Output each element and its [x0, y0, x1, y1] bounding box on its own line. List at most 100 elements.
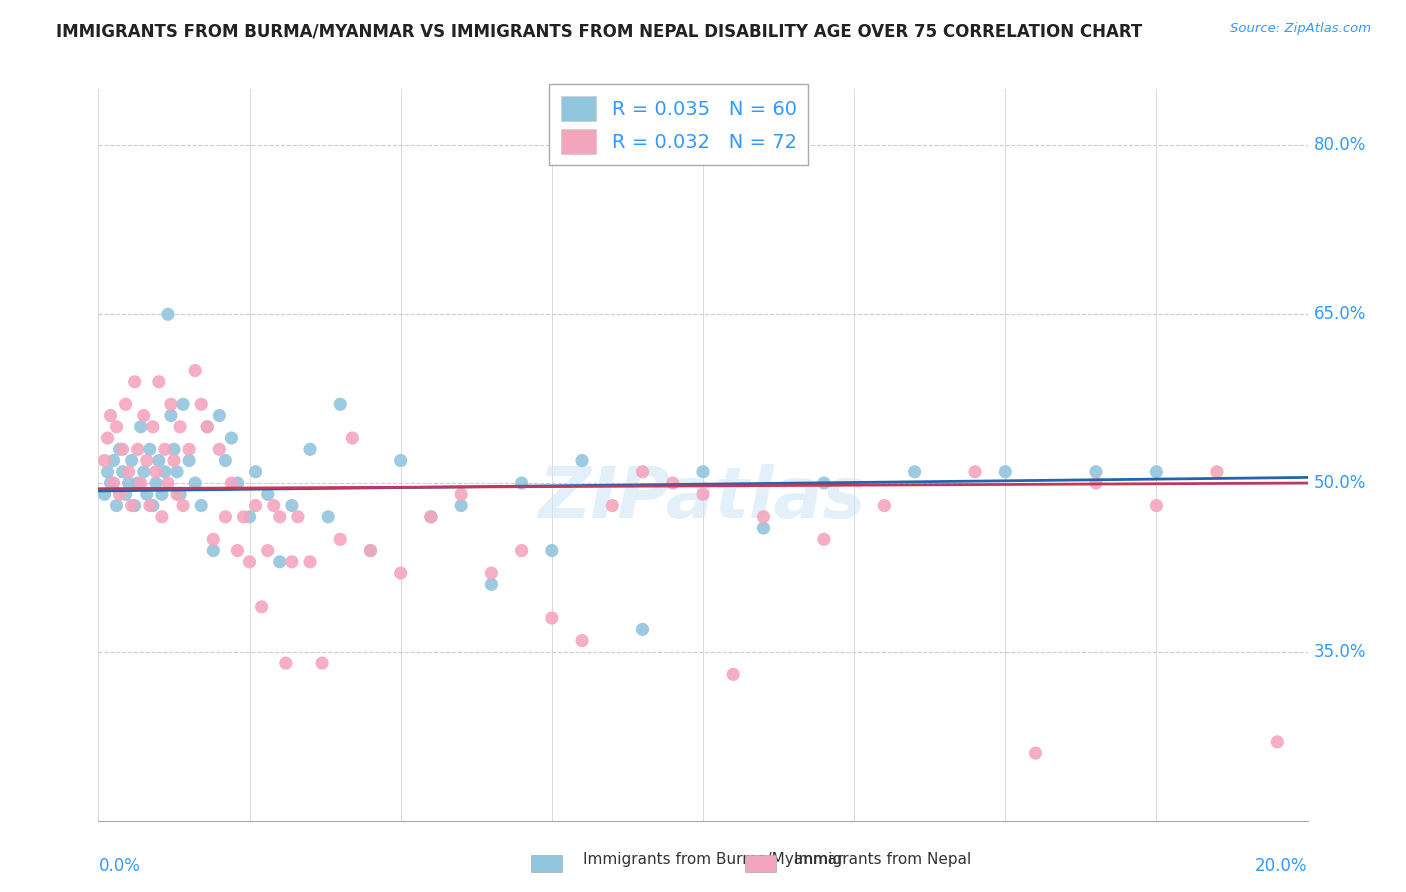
Point	[114, 487, 136, 501]
Point	[450, 487, 472, 501]
Point	[239, 509, 262, 524]
Point	[179, 453, 201, 467]
Point	[450, 499, 472, 513]
Point	[226, 476, 249, 491]
Point	[602, 499, 624, 513]
Point	[153, 442, 176, 457]
Point	[127, 476, 149, 491]
Point	[179, 442, 201, 457]
Point	[139, 442, 162, 457]
Point	[389, 453, 412, 467]
Text: Immigrants from Burma/Myanmar: Immigrants from Burma/Myanmar	[583, 852, 844, 867]
Point	[994, 465, 1017, 479]
Point	[208, 409, 231, 423]
Text: 0.0%: 0.0%	[98, 857, 141, 875]
Point	[510, 476, 533, 491]
Text: Immigrants from Nepal: Immigrants from Nepal	[794, 852, 972, 867]
Point	[360, 543, 382, 558]
Point	[202, 543, 225, 558]
Point	[389, 566, 412, 580]
Point	[163, 453, 186, 467]
Point	[132, 409, 155, 423]
Point	[269, 555, 291, 569]
Text: 20.0%: 20.0%	[1256, 857, 1308, 875]
Point	[169, 487, 191, 501]
Point	[481, 577, 503, 591]
Point	[129, 419, 152, 434]
Point	[160, 409, 183, 423]
Point	[342, 431, 364, 445]
Point	[965, 465, 987, 479]
Point	[129, 476, 152, 491]
Text: 80.0%: 80.0%	[1313, 136, 1367, 154]
Point	[195, 419, 218, 434]
Point	[111, 465, 134, 479]
Point	[114, 397, 136, 411]
Point	[329, 533, 352, 547]
Point	[100, 409, 122, 423]
Point	[142, 499, 165, 513]
Point	[166, 465, 188, 479]
Text: 65.0%: 65.0%	[1313, 305, 1367, 323]
Point	[274, 656, 297, 670]
Point	[145, 465, 167, 479]
Point	[221, 476, 243, 491]
Point	[105, 499, 128, 513]
Point	[1146, 465, 1168, 479]
Point	[172, 499, 194, 513]
Point	[631, 465, 654, 479]
Point	[208, 442, 231, 457]
Point	[202, 533, 225, 547]
Point	[93, 487, 115, 501]
Point	[132, 465, 155, 479]
Point	[631, 623, 654, 637]
Point	[329, 397, 352, 411]
Point	[214, 509, 236, 524]
Point	[108, 442, 131, 457]
Point	[156, 476, 179, 491]
Point	[142, 419, 165, 434]
Point	[263, 499, 285, 513]
Point	[100, 476, 122, 491]
Point	[1085, 465, 1108, 479]
Point	[692, 465, 714, 479]
Text: 50.0%: 50.0%	[1313, 474, 1367, 492]
Point	[148, 453, 170, 467]
Point	[121, 499, 143, 513]
Point	[1146, 499, 1168, 513]
Point	[135, 487, 157, 501]
Point	[813, 533, 835, 547]
Point	[1267, 735, 1289, 749]
Point	[108, 487, 131, 501]
Point	[481, 566, 503, 580]
Point	[510, 543, 533, 558]
Point	[195, 419, 218, 434]
Point	[190, 499, 212, 513]
Point	[281, 499, 304, 513]
Point	[813, 476, 835, 491]
Point	[127, 442, 149, 457]
Point	[172, 397, 194, 411]
Point	[287, 509, 309, 524]
Point	[96, 465, 118, 479]
Point	[96, 431, 118, 445]
Point	[299, 555, 322, 569]
Text: IMMIGRANTS FROM BURMA/MYANMAR VS IMMIGRANTS FROM NEPAL DISABILITY AGE OVER 75 CO: IMMIGRANTS FROM BURMA/MYANMAR VS IMMIGRA…	[56, 22, 1143, 40]
Point	[124, 375, 146, 389]
Point	[420, 509, 443, 524]
Point	[540, 611, 562, 625]
Point	[232, 509, 254, 524]
Point	[111, 442, 134, 457]
Point	[250, 599, 273, 614]
Text: ZIPatlas: ZIPatlas	[540, 465, 866, 533]
Point	[316, 509, 339, 524]
Point	[256, 487, 278, 501]
Point	[571, 633, 593, 648]
Text: Source: ZipAtlas.com: Source: ZipAtlas.com	[1230, 22, 1371, 36]
Point	[190, 397, 212, 411]
Point	[226, 543, 249, 558]
Point	[118, 476, 141, 491]
Point	[661, 476, 683, 491]
Point	[256, 543, 278, 558]
Point	[873, 499, 896, 513]
